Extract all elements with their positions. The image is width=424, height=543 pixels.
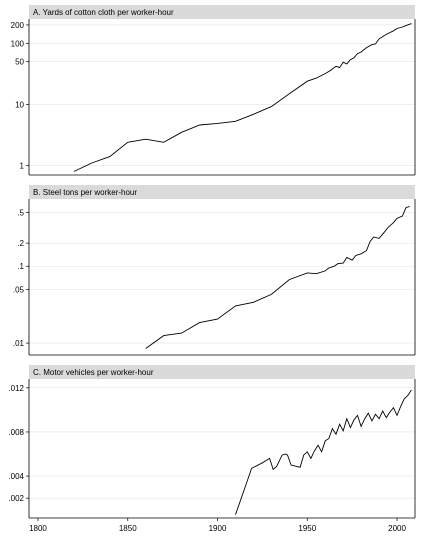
panel-c: C. Motor vehicles per worker-hour .002.0…	[8, 365, 416, 533]
y-tick-label: .05	[13, 285, 25, 294]
panel-a-y-ticks: 1 10 50 100 200	[11, 21, 29, 171]
y-tick-label: .2	[17, 239, 24, 248]
panel-a-series-line	[73, 23, 412, 172]
panel-c-x-ticks: 1800 1850 1900 1950 2000	[29, 518, 406, 533]
panel-a: A. Yards of cotton cloth per worker-hour…	[11, 5, 416, 176]
panel-c-gridlines	[29, 387, 415, 499]
panel-a-gridlines	[29, 24, 415, 166]
x-tick-label: 1800	[29, 524, 47, 533]
y-tick-label: 1	[20, 162, 25, 171]
panel-a-title-bar	[29, 5, 415, 19]
x-tick-label: 2000	[388, 524, 406, 533]
panel-b-title-bar	[29, 185, 415, 199]
y-tick-label: 200	[11, 21, 25, 30]
panel-c-title-bar	[29, 365, 415, 379]
panel-b-title: B. Steel tons per worker-hour	[33, 188, 137, 197]
y-tick-label: .002	[8, 494, 24, 503]
panel-c-y-ticks: .002 .004 .008 .012	[8, 384, 29, 503]
y-tick-label: 10	[15, 100, 24, 109]
panel-c-series-line	[235, 389, 412, 515]
y-tick-label: 50	[15, 58, 24, 67]
panel-b-y-ticks: .01 .05 .1 .2 .5	[13, 209, 29, 348]
y-tick-label: 100	[11, 39, 25, 48]
y-tick-label: .012	[8, 384, 24, 393]
panel-a-title: A. Yards of cotton cloth per worker-hour	[33, 8, 174, 17]
y-tick-label: .01	[13, 339, 25, 348]
x-tick-label: 1950	[298, 524, 316, 533]
y-tick-label: .004	[8, 472, 24, 481]
y-tick-label: .008	[8, 428, 24, 437]
x-tick-label: 1850	[119, 524, 137, 533]
y-tick-label: .5	[17, 209, 24, 218]
panel-c-title: C. Motor vehicles per worker-hour	[33, 368, 154, 377]
panel-b: B. Steel tons per worker-hour .01 .05 .1 .2…	[13, 185, 416, 356]
y-tick-label: .1	[17, 262, 24, 271]
panel-b-series-line	[145, 205, 410, 349]
panel-b-gridlines	[29, 212, 415, 344]
x-tick-label: 1900	[209, 524, 227, 533]
